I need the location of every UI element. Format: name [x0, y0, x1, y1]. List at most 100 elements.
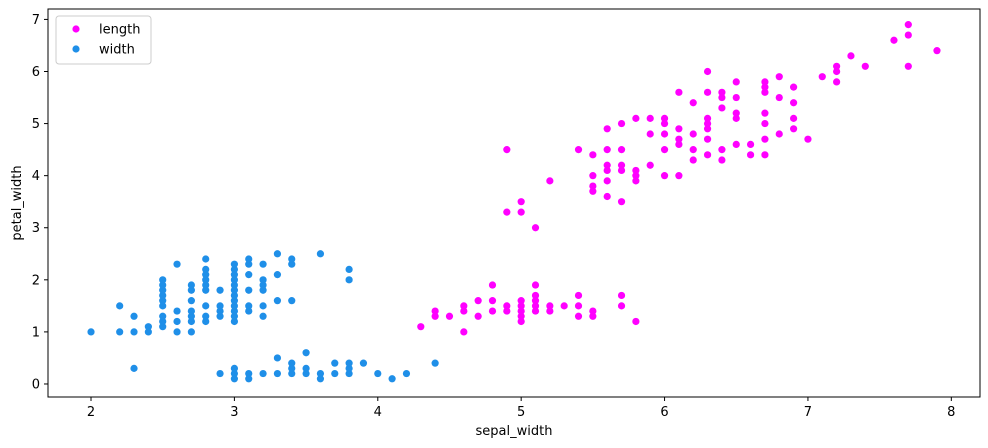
data-point-width — [288, 260, 296, 268]
data-point-width — [230, 375, 238, 383]
data-point-length — [603, 177, 611, 185]
x-tick-label: 8 — [947, 405, 955, 420]
data-point-width — [230, 369, 238, 378]
y-tick-label: 6 — [32, 65, 40, 80]
data-point-length — [632, 177, 640, 185]
data-point-width — [230, 281, 238, 289]
data-point-length — [546, 177, 554, 185]
x-tick-label: 4 — [374, 405, 382, 420]
data-point-length — [732, 109, 740, 117]
data-point-width — [116, 328, 124, 336]
data-point-length — [660, 114, 669, 122]
y-axis-label: petal_width — [10, 165, 25, 240]
y-tick-label: 0 — [32, 377, 40, 392]
data-point-length — [632, 166, 640, 175]
data-point-length — [761, 119, 769, 128]
data-point-length — [775, 130, 783, 138]
data-point-length — [460, 302, 468, 310]
data-point-width — [187, 297, 195, 305]
data-point-width — [302, 369, 310, 378]
data-point-width — [159, 317, 167, 326]
x-axis-label: sepal_width — [476, 424, 553, 439]
data-point-length — [718, 88, 726, 96]
data-point-width — [245, 369, 253, 378]
data-point-length — [904, 21, 912, 29]
data-point-width — [288, 359, 296, 367]
data-point-length — [574, 291, 583, 300]
y-tick-label: 3 — [32, 221, 40, 236]
y-tick-label: 7 — [32, 13, 40, 28]
data-point-length — [431, 307, 439, 315]
data-point-width — [202, 255, 210, 263]
data-point-width — [245, 271, 253, 279]
data-point-width — [359, 359, 368, 367]
data-point-width — [230, 291, 238, 300]
data-point-length — [617, 166, 626, 175]
data-point-length — [546, 307, 554, 315]
data-point-length — [732, 140, 740, 149]
y-tick-label: 2 — [32, 273, 40, 288]
data-point-length — [703, 114, 712, 122]
data-point-width — [187, 328, 195, 336]
data-point-length — [632, 172, 640, 180]
legend-label-length: length — [99, 23, 140, 38]
data-point-width — [216, 307, 224, 315]
data-point-width — [273, 369, 282, 378]
data-point-length — [603, 166, 611, 175]
data-point-width — [216, 369, 224, 378]
plot-frame — [47, 8, 981, 398]
data-point-length — [675, 135, 683, 143]
data-point-width — [259, 286, 267, 294]
data-point-length — [660, 172, 669, 180]
data-point-length — [646, 114, 654, 122]
data-point-width — [245, 302, 253, 310]
data-point-length — [632, 317, 640, 326]
data-point-length — [589, 172, 597, 180]
data-point-width — [173, 307, 181, 315]
data-point-length — [847, 52, 855, 60]
data-point-length — [833, 62, 841, 70]
data-point-width — [288, 364, 296, 372]
data-point-length — [703, 151, 712, 159]
data-point-length — [703, 119, 712, 128]
data-point-width — [202, 286, 210, 294]
data-point-length — [531, 291, 540, 300]
data-point-width — [173, 317, 181, 326]
data-point-width — [259, 281, 267, 289]
data-point-length — [660, 130, 669, 138]
data-point-length — [531, 297, 540, 305]
data-point-length — [589, 307, 597, 315]
data-point-width — [130, 312, 138, 320]
data-point-length — [503, 208, 511, 216]
data-point-length — [503, 146, 511, 154]
data-point-length — [689, 146, 697, 154]
data-point-width — [230, 286, 238, 294]
plot-layer — [87, 21, 941, 383]
data-point-width — [316, 250, 325, 258]
data-point-length — [603, 161, 611, 169]
data-point-length — [732, 114, 740, 122]
data-point-width — [159, 281, 167, 289]
data-point-length — [531, 302, 540, 310]
data-point-width — [216, 286, 224, 294]
data-point-width — [159, 297, 167, 305]
data-point-width — [144, 323, 152, 331]
data-point-length — [933, 47, 941, 55]
data-point-length — [531, 281, 540, 289]
data-point-length — [861, 62, 869, 70]
data-point-width — [331, 359, 339, 367]
data-point-width — [302, 349, 310, 357]
data-point-length — [703, 67, 712, 76]
data-point-length — [746, 151, 755, 159]
data-point-width — [130, 328, 138, 336]
data-point-width — [245, 307, 253, 315]
data-point-length — [790, 99, 798, 107]
data-point-length — [761, 88, 769, 96]
data-point-length — [761, 109, 769, 117]
data-point-width — [345, 265, 353, 273]
data-point-width — [230, 317, 238, 326]
data-point-length — [589, 187, 597, 195]
data-point-length — [517, 317, 525, 326]
data-point-width — [202, 276, 210, 284]
